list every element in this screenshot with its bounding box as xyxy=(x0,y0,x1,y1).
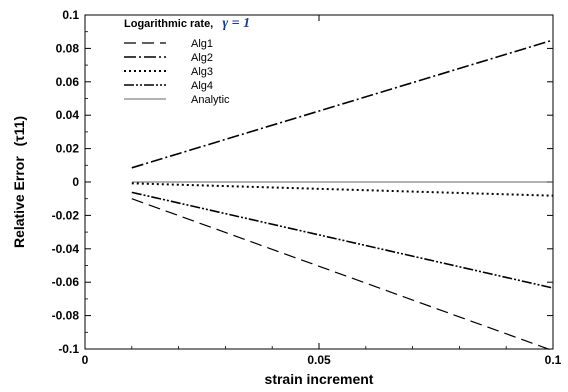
legend-label-alg2: Alg2 xyxy=(191,52,213,64)
x-tick-label: 0.05 xyxy=(307,353,331,367)
y-axis-ticks: 0.1 0.08 0.06 0.04 0.02 0 -0.02 -0.04 -0.06 -0.08… xyxy=(52,8,553,356)
y-axis-title-main: Relative Error xyxy=(11,156,27,248)
legend-title-math: γ = 1 xyxy=(222,16,250,31)
legend-title: Logarithmic rate, γ = 1 xyxy=(124,16,250,31)
x-tick-label: 0 xyxy=(82,353,89,367)
y-tick-label: -0.08 xyxy=(52,309,80,323)
y-tick-label: -0.06 xyxy=(52,275,80,289)
legend-label-alg3: Alg3 xyxy=(191,66,213,78)
series-line-alg2 xyxy=(131,39,554,169)
y-tick-label: 0.04 xyxy=(56,108,80,122)
legend-label-alg4: Alg4 xyxy=(191,80,213,92)
legend-label-alg1: Alg1 xyxy=(191,38,213,50)
y-axis-title: Relative Error (τ11) xyxy=(11,116,27,248)
y-tick-label: -0.02 xyxy=(52,208,80,222)
y-tick-label: 0.06 xyxy=(56,75,80,89)
legend-label-analytic: Analytic xyxy=(191,94,230,106)
y-tick-label: -0.04 xyxy=(52,242,80,256)
legend-items: Alg1 Alg2 Alg3 Alg4 Analytic xyxy=(124,38,230,106)
y-axis-title-suffix: (τ11) xyxy=(11,116,27,146)
y-tick-label: 0.1 xyxy=(62,8,79,22)
x-axis-title: strain increment xyxy=(265,371,374,387)
y-tick-label: -0.1 xyxy=(58,342,79,356)
series-lines xyxy=(131,39,554,352)
legend: Logarithmic rate, γ = 1 Alg1 Alg2 Alg3 Alg4… xyxy=(124,16,250,106)
series-line-alg4 xyxy=(131,191,554,289)
y-tick-label: 0.08 xyxy=(56,41,80,55)
series-line-alg3 xyxy=(131,182,554,197)
y-tick-label: 0 xyxy=(72,175,79,189)
x-tick-label: 0.1 xyxy=(545,353,562,367)
x-axis-ticks: 0 0.05 0.1 xyxy=(82,15,562,367)
y-tick-label: 0.02 xyxy=(56,142,80,156)
legend-title-text: Logarithmic rate, xyxy=(124,18,213,30)
series-line-alg1 xyxy=(131,198,554,352)
